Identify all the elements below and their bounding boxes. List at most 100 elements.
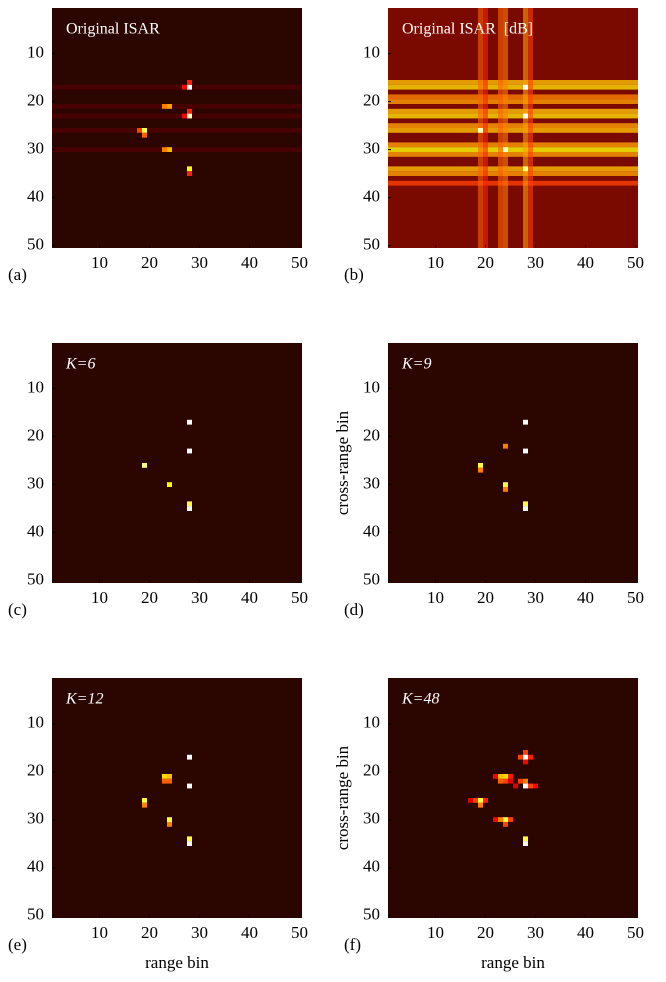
row-band (388, 109, 638, 114)
cell (167, 817, 172, 822)
y-tick-label: 30 (363, 809, 380, 828)
row-band (388, 114, 638, 119)
cell (187, 171, 192, 176)
panel-label: (f) (344, 935, 361, 954)
cell (167, 104, 172, 109)
y-axis-label: cross-range bin (333, 745, 352, 850)
cell (523, 750, 528, 755)
panel-label: (d) (344, 600, 364, 619)
cell (162, 104, 167, 109)
plot-background (388, 678, 638, 918)
row-band (388, 99, 638, 104)
y-tick-label: 10 (363, 713, 380, 732)
y-tick-label: 50 (27, 235, 44, 254)
row-band (388, 147, 638, 152)
row-band (52, 85, 302, 90)
cell (187, 420, 192, 425)
cell (162, 779, 167, 784)
row-band (388, 152, 638, 157)
cell (187, 836, 192, 841)
x-tick-label: 30 (527, 923, 544, 942)
cell (523, 755, 528, 760)
cell (523, 779, 528, 784)
row-band (388, 85, 638, 90)
x-tick-label: 50 (627, 588, 644, 607)
x-tick-label: 50 (291, 253, 308, 272)
y-tick-label: 30 (27, 809, 44, 828)
cell (523, 506, 528, 511)
y-tick-label: 40 (27, 522, 44, 541)
x-tick-label: 10 (427, 588, 444, 607)
panel-title: Original ISAR (66, 21, 160, 38)
x-tick-label: 50 (627, 923, 644, 942)
cell (493, 817, 498, 822)
cell (508, 774, 513, 779)
x-tick-label: 10 (427, 923, 444, 942)
y-tick-label: 20 (27, 761, 44, 780)
row-band (52, 104, 302, 109)
cell (182, 114, 187, 119)
cell (162, 774, 167, 779)
y-tick-label: 10 (27, 43, 44, 62)
cell (142, 463, 147, 468)
cell (137, 128, 142, 133)
panel: 10203040501020304050K=48(f)range bincros… (333, 678, 644, 972)
y-tick-label: 50 (363, 235, 380, 254)
y-tick-label: 20 (27, 426, 44, 445)
cell (468, 798, 473, 803)
x-tick-label: 30 (527, 588, 544, 607)
cell (523, 501, 528, 506)
cell (187, 449, 192, 454)
y-tick-label: 30 (27, 474, 44, 493)
cell (508, 779, 513, 784)
row-band (388, 142, 638, 147)
cell (478, 803, 483, 808)
panel-label: (e) (8, 935, 27, 954)
x-axis-label: range bin (481, 953, 545, 972)
x-tick-label: 20 (477, 588, 494, 607)
y-tick-label: 40 (27, 857, 44, 876)
row-band (388, 166, 638, 171)
cell (187, 506, 192, 511)
cell (167, 779, 172, 784)
row-band (388, 171, 638, 176)
panel: 10203040501020304050Original ISAR [dB](b… (344, 8, 644, 284)
cell (503, 774, 508, 779)
y-tick-label: 50 (363, 905, 380, 924)
column-band (528, 8, 533, 248)
cell (503, 482, 508, 487)
x-tick-label: 10 (91, 588, 108, 607)
x-tick-label: 40 (241, 923, 258, 942)
cell (528, 784, 533, 789)
cell (478, 463, 483, 468)
y-tick-label: 50 (363, 570, 380, 589)
x-tick-label: 40 (241, 588, 258, 607)
panel-label: (a) (8, 265, 27, 284)
cell (523, 166, 528, 171)
x-tick-label: 20 (477, 253, 494, 272)
cell (187, 755, 192, 760)
y-tick-label: 10 (27, 378, 44, 397)
cell (142, 803, 147, 808)
y-tick-label: 40 (27, 187, 44, 206)
column-band (498, 8, 503, 248)
panel-title: K=48 (401, 691, 439, 708)
cell (508, 817, 513, 822)
x-tick-label: 30 (191, 588, 208, 607)
cell (523, 836, 528, 841)
cell (503, 147, 508, 152)
cell (473, 798, 478, 803)
x-tick-label: 40 (577, 253, 594, 272)
row-band (388, 123, 638, 128)
row-band (388, 94, 638, 99)
y-tick-label: 20 (363, 91, 380, 110)
row-band (52, 147, 302, 152)
y-tick-label: 10 (363, 43, 380, 62)
x-tick-label: 40 (577, 588, 594, 607)
y-axis-label: cross-range bin (333, 410, 352, 515)
cell (142, 798, 147, 803)
cell (503, 822, 508, 827)
panel-label: (c) (8, 600, 27, 619)
